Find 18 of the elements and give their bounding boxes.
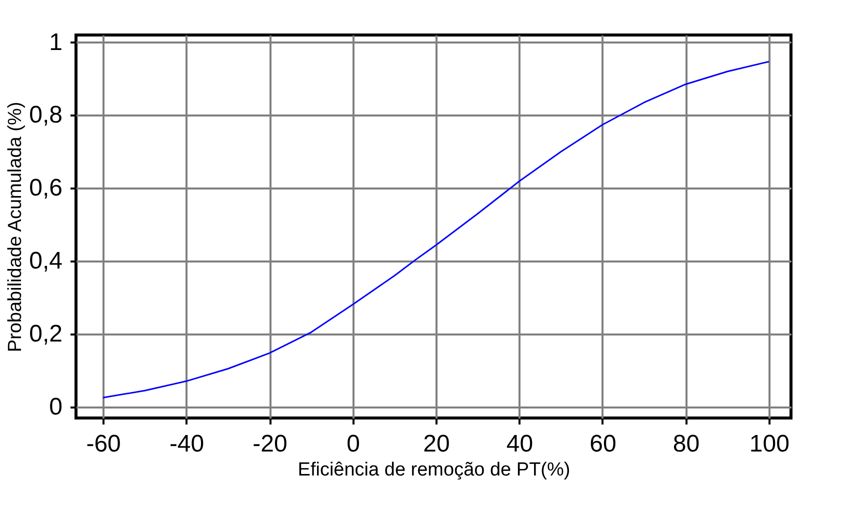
x-axis-title: Eficiência de remoção de PT(%) [298,460,570,480]
x-tick-label: -20 [252,430,288,458]
x-tick-label: 40 [506,430,534,458]
x-tick-label: -60 [86,430,121,458]
y-tick-label: 0,8 [29,102,62,129]
y-tick-label: 0,6 [29,174,62,202]
line-series [102,60,770,398]
y-tick-label: 0,2 [29,320,62,348]
x-tick-label: 60 [590,430,616,458]
y-tick-label: 1 [49,28,62,56]
y-tick-label: 0 [49,394,62,421]
x-tick-label: -40 [169,430,204,458]
x-tick-label: 80 [672,430,700,458]
x-tick-label: 100 [749,430,790,458]
y-tick-label: 0,4 [29,248,62,275]
y-axis-title: Probabilidade Acumulada (%) [5,102,26,352]
x-tick-label: 0 [346,430,360,458]
x-tick-label: 20 [423,430,450,458]
